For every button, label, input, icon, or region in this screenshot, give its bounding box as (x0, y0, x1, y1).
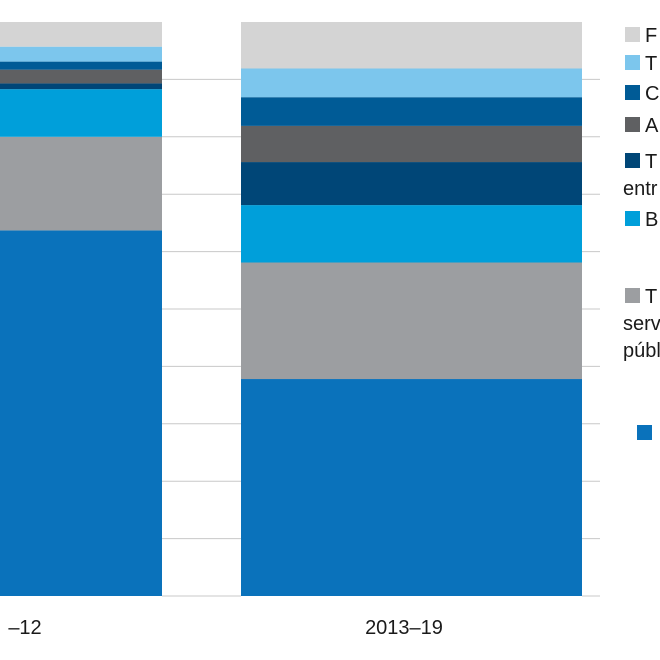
legend-swatch-2 (625, 211, 640, 226)
legend-swatch-4 (625, 117, 640, 132)
bar-segment-cat1-series6 (241, 68, 582, 98)
legend-label-3-line1: entr (623, 178, 658, 200)
legend-swatch-6 (625, 55, 640, 70)
bar-segment-cat0-series0 (0, 230, 162, 596)
bar-segment-cat1-series0 (241, 379, 582, 596)
bar-segments (0, 22, 582, 596)
bar-segment-cat1-series1 (241, 262, 582, 380)
x-tick-label-1: 2013–19 (365, 617, 443, 639)
bar-segment-cat0-series7 (0, 22, 162, 47)
bar-segment-cat0-series2 (0, 89, 162, 137)
legend-swatch-7 (625, 27, 640, 42)
bar-segment-cat1-series7 (241, 22, 582, 69)
legend-swatch-3 (625, 153, 640, 168)
bar-segment-cat1-series4 (241, 125, 582, 163)
legend-label-3-line0: T (645, 151, 657, 173)
legend-label-4-line0: A (645, 115, 659, 137)
bar-segment-cat0-series6 (0, 46, 162, 62)
bar-segment-cat0-series1 (0, 136, 162, 231)
legend-swatch-5 (625, 85, 640, 100)
legend-label-6-line0: T (645, 53, 657, 75)
legend-label-5-line0: C (645, 83, 659, 105)
x-tick-label-0: –12 (8, 617, 41, 639)
x-tick-labels: –12 2013–19 (8, 617, 443, 639)
bar-segment-cat1-series5 (241, 97, 582, 126)
legend-label-1-line1: serv (623, 313, 660, 335)
bar-segment-cat0-series4 (0, 69, 162, 84)
bar-segment-cat0-series5 (0, 61, 162, 70)
gridlines (162, 78, 600, 597)
bar-segment-cat1-series2 (241, 205, 582, 263)
legend-label-7-line0: F (645, 25, 657, 47)
bar-segment-cat1-series3 (241, 162, 582, 206)
bar-segment-cat0-series3 (0, 83, 162, 90)
legend-label-1-line2: públ (623, 340, 660, 362)
legend-label-1-line0: T (645, 286, 657, 308)
legend-label-2-line0: B (645, 209, 658, 231)
legend-swatch-1 (625, 288, 640, 303)
legend-swatch-0 (637, 425, 652, 440)
